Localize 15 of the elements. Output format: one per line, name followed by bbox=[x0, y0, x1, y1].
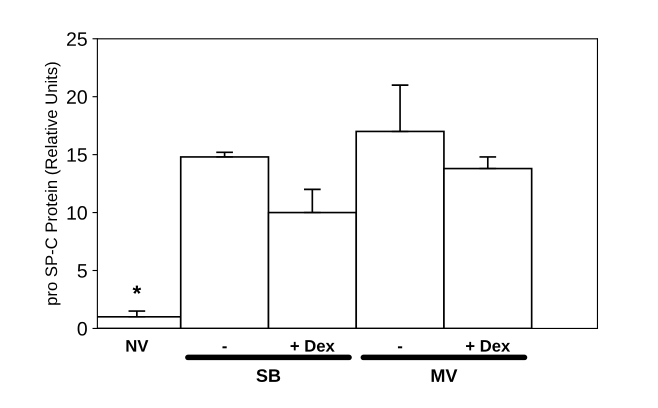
y-tick-label: 0 bbox=[78, 322, 87, 336]
y-tick-label: 15 bbox=[68, 148, 87, 162]
x-tick-label: NV bbox=[126, 340, 148, 352]
x-tick-label: + Dex bbox=[290, 340, 335, 352]
x-tick-label: - bbox=[222, 346, 227, 348]
annotation: * bbox=[132, 286, 142, 294]
x-tick-label: - bbox=[398, 346, 402, 348]
text: MV bbox=[432, 369, 458, 382]
x-tick-label: + Dex bbox=[466, 340, 510, 352]
y-tick-label: 10 bbox=[68, 206, 87, 220]
y-axis-title: pro SP-C Protein (Relative Units) bbox=[44, 62, 60, 305]
text: SB bbox=[256, 369, 280, 382]
y-tick-label: 20 bbox=[67, 90, 87, 104]
y-tick-label: 5 bbox=[78, 264, 87, 278]
y-tick-label: 25 bbox=[67, 32, 87, 46]
